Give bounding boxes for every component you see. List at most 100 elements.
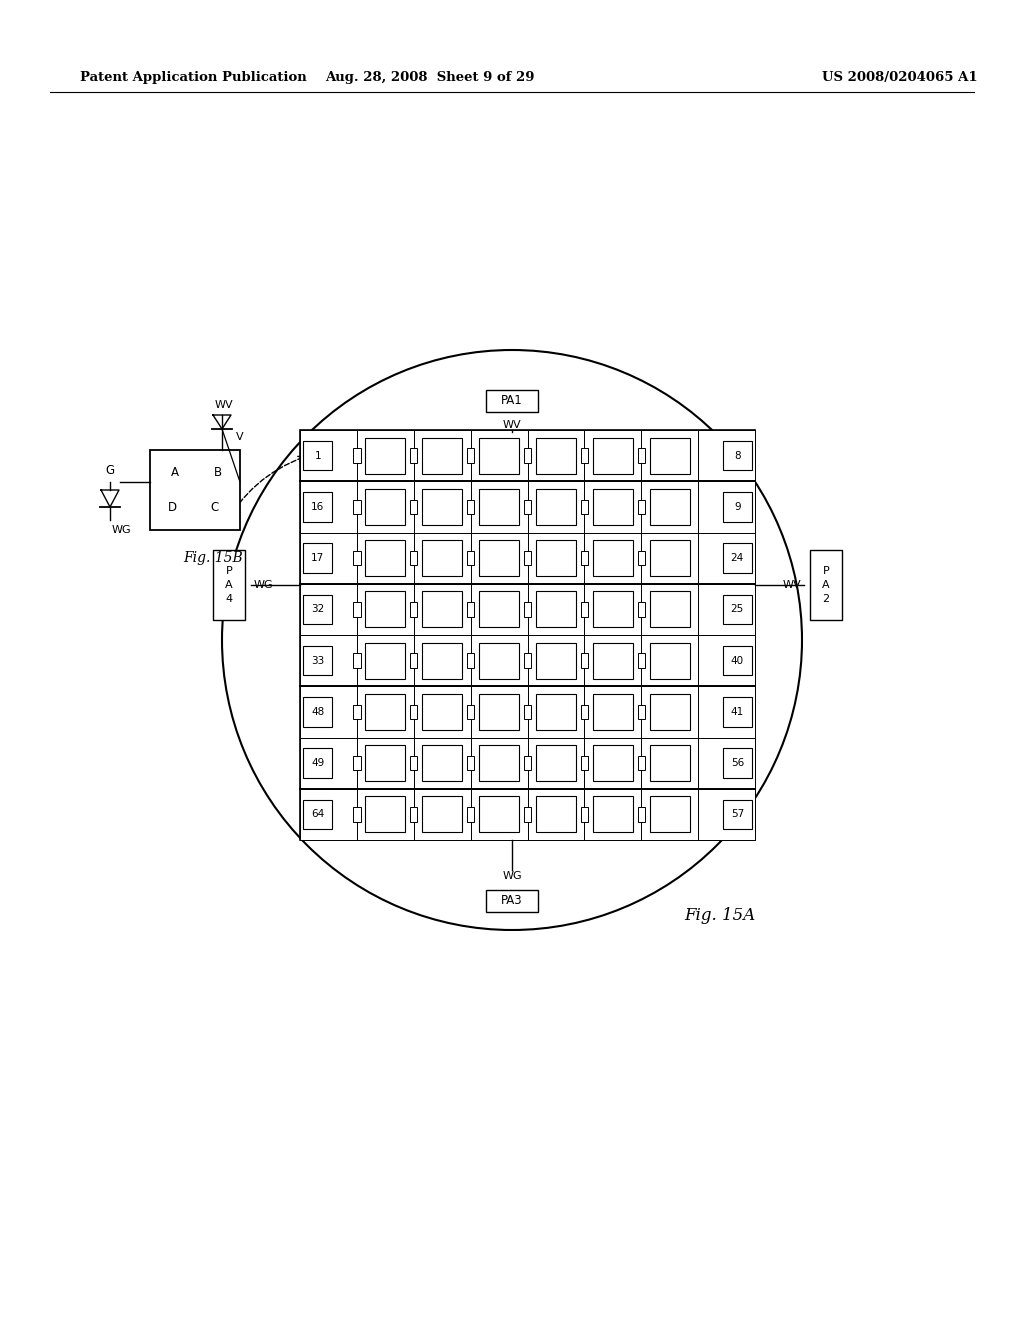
Text: 24: 24 bbox=[731, 553, 744, 564]
Text: 64: 64 bbox=[311, 809, 325, 820]
Bar bbox=[536, 694, 575, 730]
Bar bbox=[467, 449, 474, 463]
Bar bbox=[638, 500, 645, 513]
Bar bbox=[524, 500, 531, 513]
Bar bbox=[422, 694, 462, 730]
Bar bbox=[593, 643, 633, 678]
Bar bbox=[593, 540, 633, 576]
Bar bbox=[479, 438, 519, 474]
Bar bbox=[524, 808, 531, 821]
Bar bbox=[581, 550, 588, 565]
Bar bbox=[414, 738, 471, 789]
Text: 57: 57 bbox=[731, 809, 744, 820]
Bar bbox=[471, 482, 527, 532]
Bar bbox=[467, 653, 474, 668]
Text: WG: WG bbox=[112, 525, 132, 535]
Bar bbox=[536, 488, 575, 525]
Text: B: B bbox=[213, 466, 221, 479]
Text: 2: 2 bbox=[822, 594, 829, 605]
Bar bbox=[650, 796, 689, 833]
Bar bbox=[723, 697, 752, 727]
Bar bbox=[581, 756, 588, 771]
Bar bbox=[422, 488, 462, 525]
Bar bbox=[410, 602, 418, 616]
Bar bbox=[471, 532, 527, 583]
Bar bbox=[585, 482, 641, 532]
Bar bbox=[366, 488, 406, 525]
Bar bbox=[300, 430, 357, 482]
Bar bbox=[527, 583, 585, 635]
Bar bbox=[300, 583, 357, 635]
Bar bbox=[723, 544, 752, 573]
Text: WG: WG bbox=[253, 579, 272, 590]
Bar bbox=[524, 602, 531, 616]
Bar bbox=[641, 686, 698, 738]
Bar bbox=[638, 602, 645, 616]
Bar bbox=[723, 594, 752, 624]
Bar bbox=[536, 438, 575, 474]
Text: 8: 8 bbox=[734, 450, 740, 461]
Bar bbox=[581, 705, 588, 719]
Bar bbox=[303, 441, 332, 470]
Bar bbox=[422, 643, 462, 678]
Bar bbox=[723, 748, 752, 777]
Bar bbox=[638, 756, 645, 771]
Text: WV: WV bbox=[503, 420, 521, 430]
Bar bbox=[410, 550, 418, 565]
Bar bbox=[303, 544, 332, 573]
Bar bbox=[479, 591, 519, 627]
Text: 56: 56 bbox=[731, 758, 744, 768]
Bar bbox=[486, 389, 538, 412]
Bar bbox=[641, 789, 698, 840]
Text: Fig. 15B: Fig. 15B bbox=[183, 550, 243, 565]
Bar bbox=[150, 450, 240, 531]
Bar bbox=[527, 430, 585, 482]
Bar bbox=[527, 482, 585, 532]
Bar bbox=[524, 653, 531, 668]
Text: 17: 17 bbox=[311, 553, 325, 564]
Bar bbox=[641, 738, 698, 789]
Bar bbox=[524, 449, 531, 463]
Text: PA3: PA3 bbox=[501, 895, 523, 908]
Bar bbox=[650, 694, 689, 730]
Text: 4: 4 bbox=[225, 594, 232, 605]
Bar bbox=[479, 694, 519, 730]
Bar bbox=[593, 591, 633, 627]
Bar bbox=[723, 800, 752, 829]
Bar bbox=[698, 430, 755, 482]
Bar bbox=[479, 643, 519, 678]
Bar bbox=[581, 500, 588, 513]
Bar bbox=[366, 438, 406, 474]
Bar bbox=[366, 643, 406, 678]
Bar bbox=[641, 482, 698, 532]
Text: 49: 49 bbox=[311, 758, 325, 768]
Text: PA1: PA1 bbox=[501, 395, 523, 408]
Bar bbox=[303, 748, 332, 777]
Bar bbox=[810, 550, 842, 620]
Bar bbox=[593, 694, 633, 730]
Text: WG: WG bbox=[502, 871, 522, 880]
Text: Fig. 15A: Fig. 15A bbox=[684, 907, 756, 924]
Text: P: P bbox=[822, 566, 829, 576]
Text: Aug. 28, 2008  Sheet 9 of 29: Aug. 28, 2008 Sheet 9 of 29 bbox=[326, 71, 535, 84]
Bar bbox=[300, 686, 357, 738]
Bar bbox=[585, 583, 641, 635]
Text: A: A bbox=[171, 466, 179, 479]
Bar bbox=[471, 738, 527, 789]
Bar bbox=[650, 746, 689, 781]
Bar bbox=[303, 492, 332, 521]
Bar bbox=[581, 602, 588, 616]
Bar bbox=[698, 686, 755, 738]
Bar bbox=[536, 746, 575, 781]
Bar bbox=[698, 532, 755, 583]
Bar bbox=[593, 488, 633, 525]
Bar bbox=[527, 686, 585, 738]
Bar bbox=[698, 482, 755, 532]
Bar bbox=[650, 591, 689, 627]
Bar bbox=[303, 645, 332, 676]
Bar bbox=[641, 635, 698, 686]
Text: 1: 1 bbox=[314, 450, 321, 461]
Bar bbox=[300, 482, 357, 532]
Bar bbox=[414, 583, 471, 635]
Bar bbox=[353, 756, 360, 771]
